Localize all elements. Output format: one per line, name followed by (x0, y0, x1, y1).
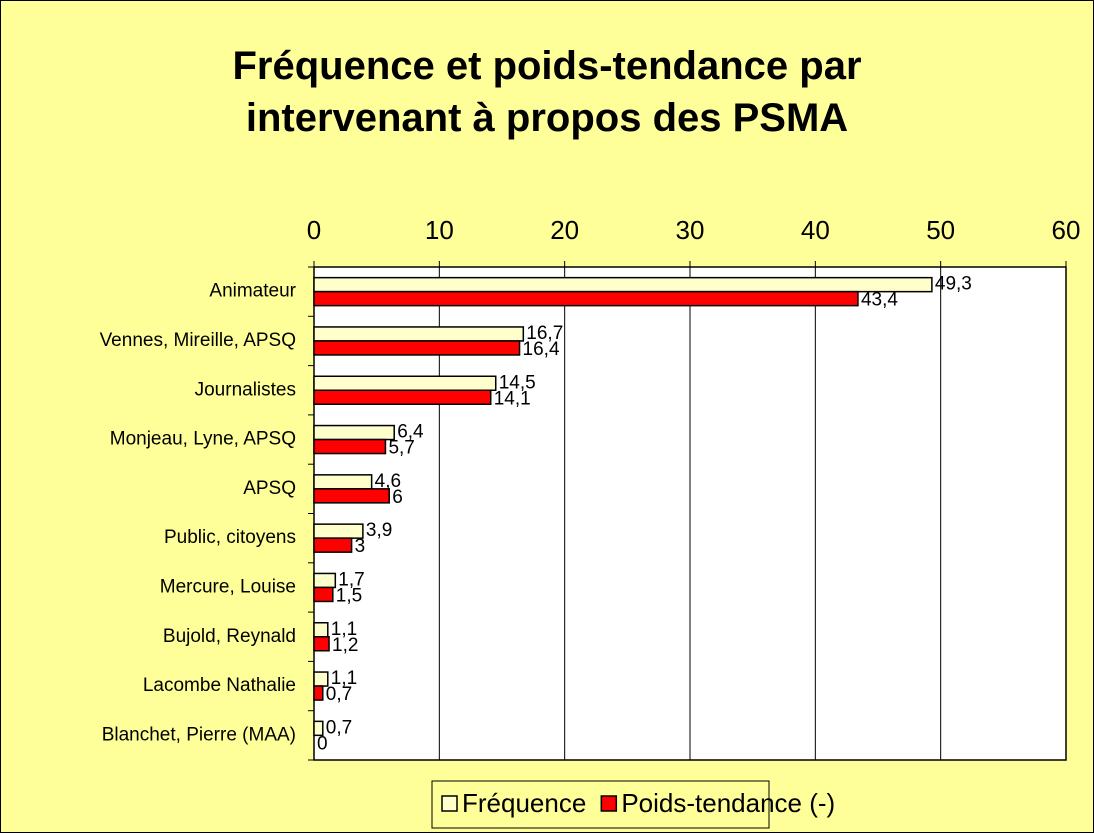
value-label: 4,6 (375, 471, 401, 492)
legend-swatch (441, 795, 458, 812)
bar (313, 622, 329, 638)
x-tick-label: 50 (926, 215, 955, 245)
legend-box (431, 780, 770, 829)
bar (313, 685, 324, 701)
legend-swatch (600, 795, 618, 812)
y-tick-label: Mercure, Louise (160, 576, 296, 597)
bar (313, 488, 390, 504)
x-tick-label: 40 (801, 215, 830, 245)
x-tick-label: 0 (307, 215, 321, 245)
chart-title: Fréquence et poids-tendance par interven… (232, 44, 862, 140)
bar (313, 340, 521, 356)
value-label: 3 (355, 536, 366, 557)
value-label: 0,7 (326, 684, 352, 705)
value-label: 3,9 (366, 520, 392, 541)
x-tick-label: 30 (676, 215, 705, 245)
bar (313, 389, 492, 405)
y-tick-label: Animateur (209, 281, 296, 302)
x-tick-label: 20 (550, 215, 579, 245)
y-tick-label: Blanchet, Pierre (MAA) (102, 724, 296, 745)
value-label: 1,5 (336, 585, 362, 606)
y-tick-label: Public, citoyens (164, 527, 296, 548)
value-label: 5,7 (388, 438, 414, 459)
bar (313, 586, 334, 603)
value-label: 0,7 (326, 717, 352, 738)
bar (313, 636, 330, 652)
bar (313, 474, 373, 490)
bar (313, 375, 497, 391)
bar (313, 290, 859, 307)
bar (313, 720, 324, 737)
value-label: 1,1 (331, 619, 357, 640)
value-label: 14,5 (499, 372, 536, 393)
bar (313, 572, 337, 589)
bar (313, 326, 525, 342)
x-tick-label: 10 (425, 215, 454, 245)
bar (313, 438, 387, 455)
value-label: 0 (317, 733, 328, 754)
value-label: 49,3 (935, 274, 972, 295)
value-label: 16,4 (523, 339, 560, 360)
y-tick-label: Lacombe Nathalie (143, 675, 296, 696)
x-tick-label: 60 (1052, 215, 1081, 245)
bar (313, 537, 353, 553)
y-tick-label: Monjeau, Lyne, APSQ (110, 429, 296, 450)
value-label: 16,7 (526, 323, 563, 344)
legend-label: Fréquence (462, 788, 586, 818)
value-label: 1,7 (338, 569, 364, 590)
y-tick-label: Journalistes (195, 379, 296, 400)
legend-label: Poids-tendance (-) (621, 788, 835, 818)
value-label: 1,1 (331, 668, 357, 689)
value-label: 6,4 (397, 422, 424, 443)
value-label: 43,4 (861, 290, 898, 311)
value-label: 6 (392, 487, 403, 508)
bar (313, 424, 395, 441)
y-tick-label: APSQ (243, 478, 296, 499)
bar (313, 276, 933, 293)
value-label: 14,1 (494, 388, 531, 409)
y-tick-label: Vennes, Mireille, APSQ (100, 330, 296, 351)
y-tick-label: Bujold, Reynald (163, 626, 296, 647)
value-label: 1,2 (332, 635, 358, 656)
